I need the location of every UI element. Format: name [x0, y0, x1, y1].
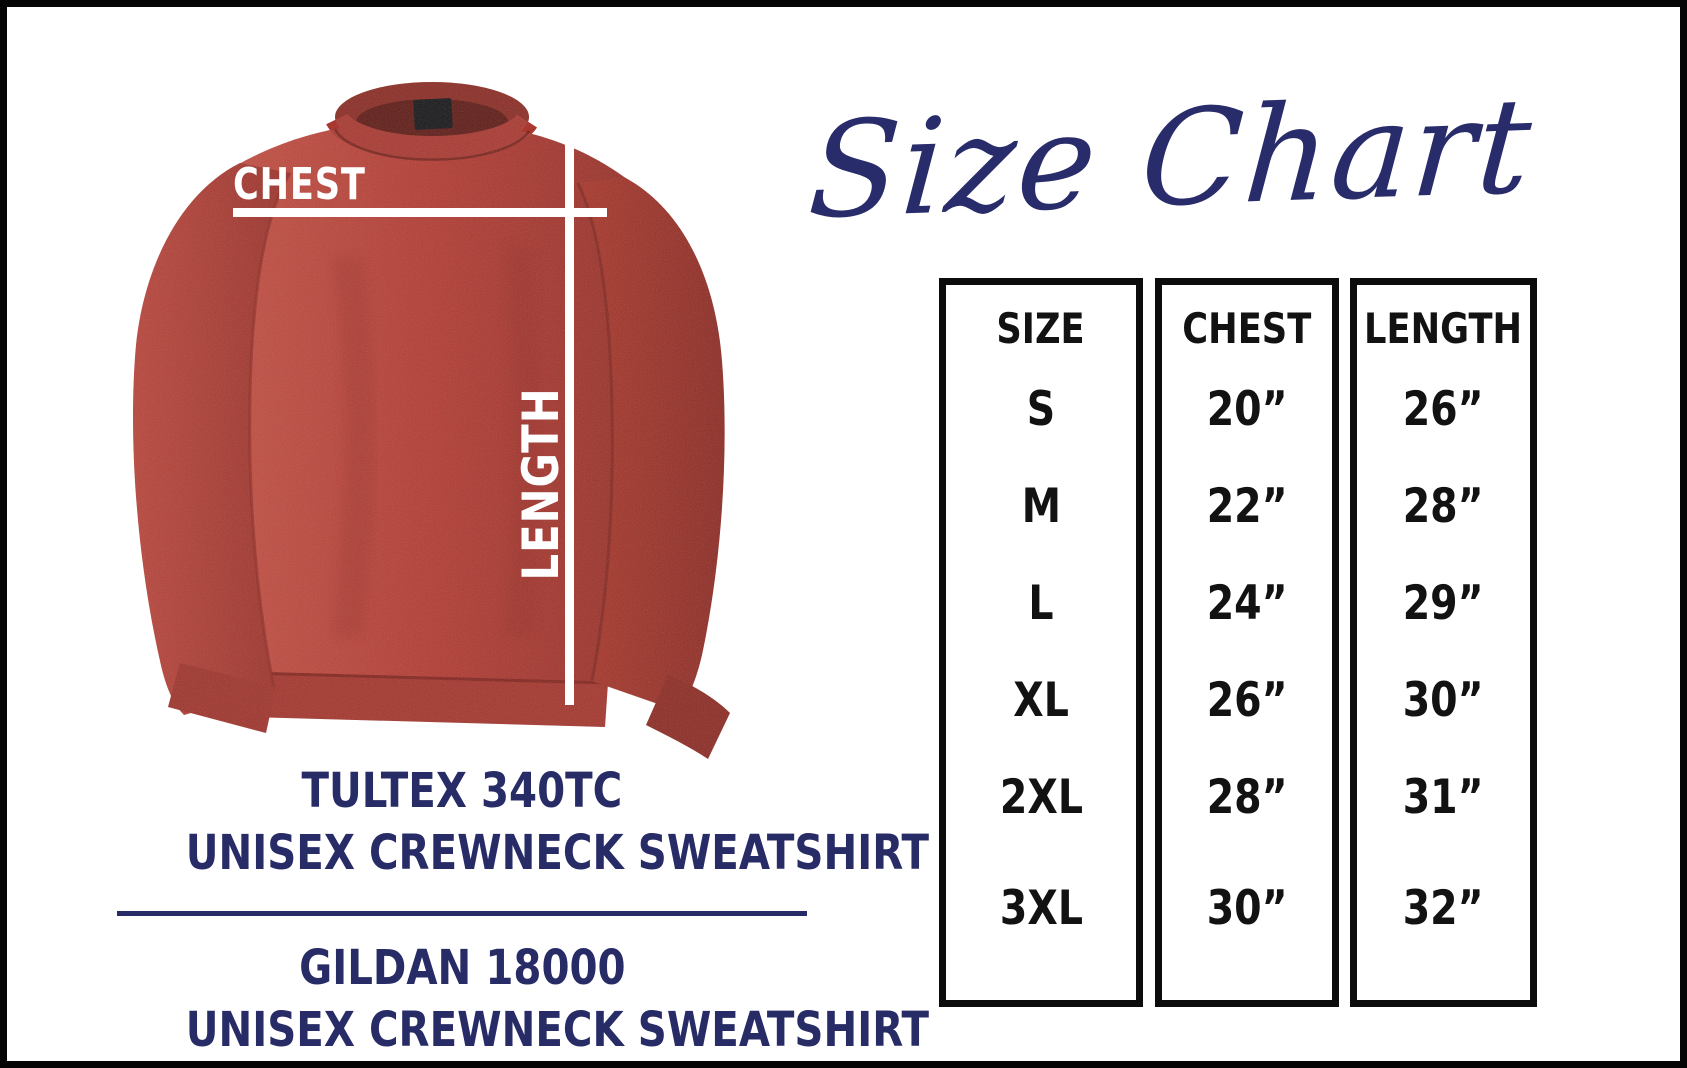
product2-description: UNISEX CREWNECK SWEATSHIRT	[185, 1002, 929, 1058]
size-cell: S	[1026, 382, 1056, 437]
length-measure-line	[565, 120, 574, 705]
page-title: Size Chart	[804, 69, 1538, 249]
length-cell: 30”	[1403, 673, 1484, 728]
chest-cell: 22”	[1206, 479, 1288, 534]
size-cell: L	[1028, 576, 1054, 631]
length-cell: 28”	[1403, 479, 1484, 534]
length-cell: 31”	[1403, 770, 1484, 825]
chest-measure-line	[233, 208, 607, 217]
size-column: SIZE S M L XL 2XL 3XL	[939, 278, 1143, 1007]
size-cell: XL	[1013, 673, 1069, 728]
chest-cell: 26”	[1206, 673, 1288, 728]
length-cell: 29”	[1403, 576, 1484, 631]
chest-cell: 30”	[1206, 880, 1288, 936]
chest-measure-label: CHEST	[233, 159, 366, 210]
length-column: LENGTH 26” 28” 29” 30” 31” 32”	[1350, 278, 1537, 1007]
divider-line	[117, 911, 807, 916]
chest-cell: 28”	[1206, 770, 1288, 825]
length-cell: 32”	[1403, 880, 1484, 936]
length-cell: 26”	[1403, 382, 1484, 437]
size-cell: 2XL	[999, 770, 1083, 825]
product1-description: UNISEX CREWNECK SWEATSHIRT	[185, 825, 929, 881]
column-header-length: LENGTH	[1364, 303, 1523, 353]
product-names-block: TULTEX 340TC UNISEX CREWNECK SWEATSHIRT …	[115, 763, 929, 1058]
size-cell: 3XL	[999, 880, 1083, 936]
size-cell: M	[1021, 479, 1061, 534]
sweatshirt-illustration	[133, 82, 730, 759]
chest-cell: 24”	[1206, 576, 1288, 631]
column-header-size: SIZE	[996, 303, 1086, 353]
length-measure-label: LENGTH	[512, 387, 570, 581]
chest-cell: 20”	[1206, 382, 1288, 437]
column-header-chest: CHEST	[1182, 303, 1312, 353]
chest-column: CHEST 20” 22” 24” 26” 28” 30”	[1155, 278, 1339, 1007]
product1-name: TULTEX 340TC	[301, 763, 623, 819]
product2-name: GILDAN 18000	[298, 940, 626, 996]
